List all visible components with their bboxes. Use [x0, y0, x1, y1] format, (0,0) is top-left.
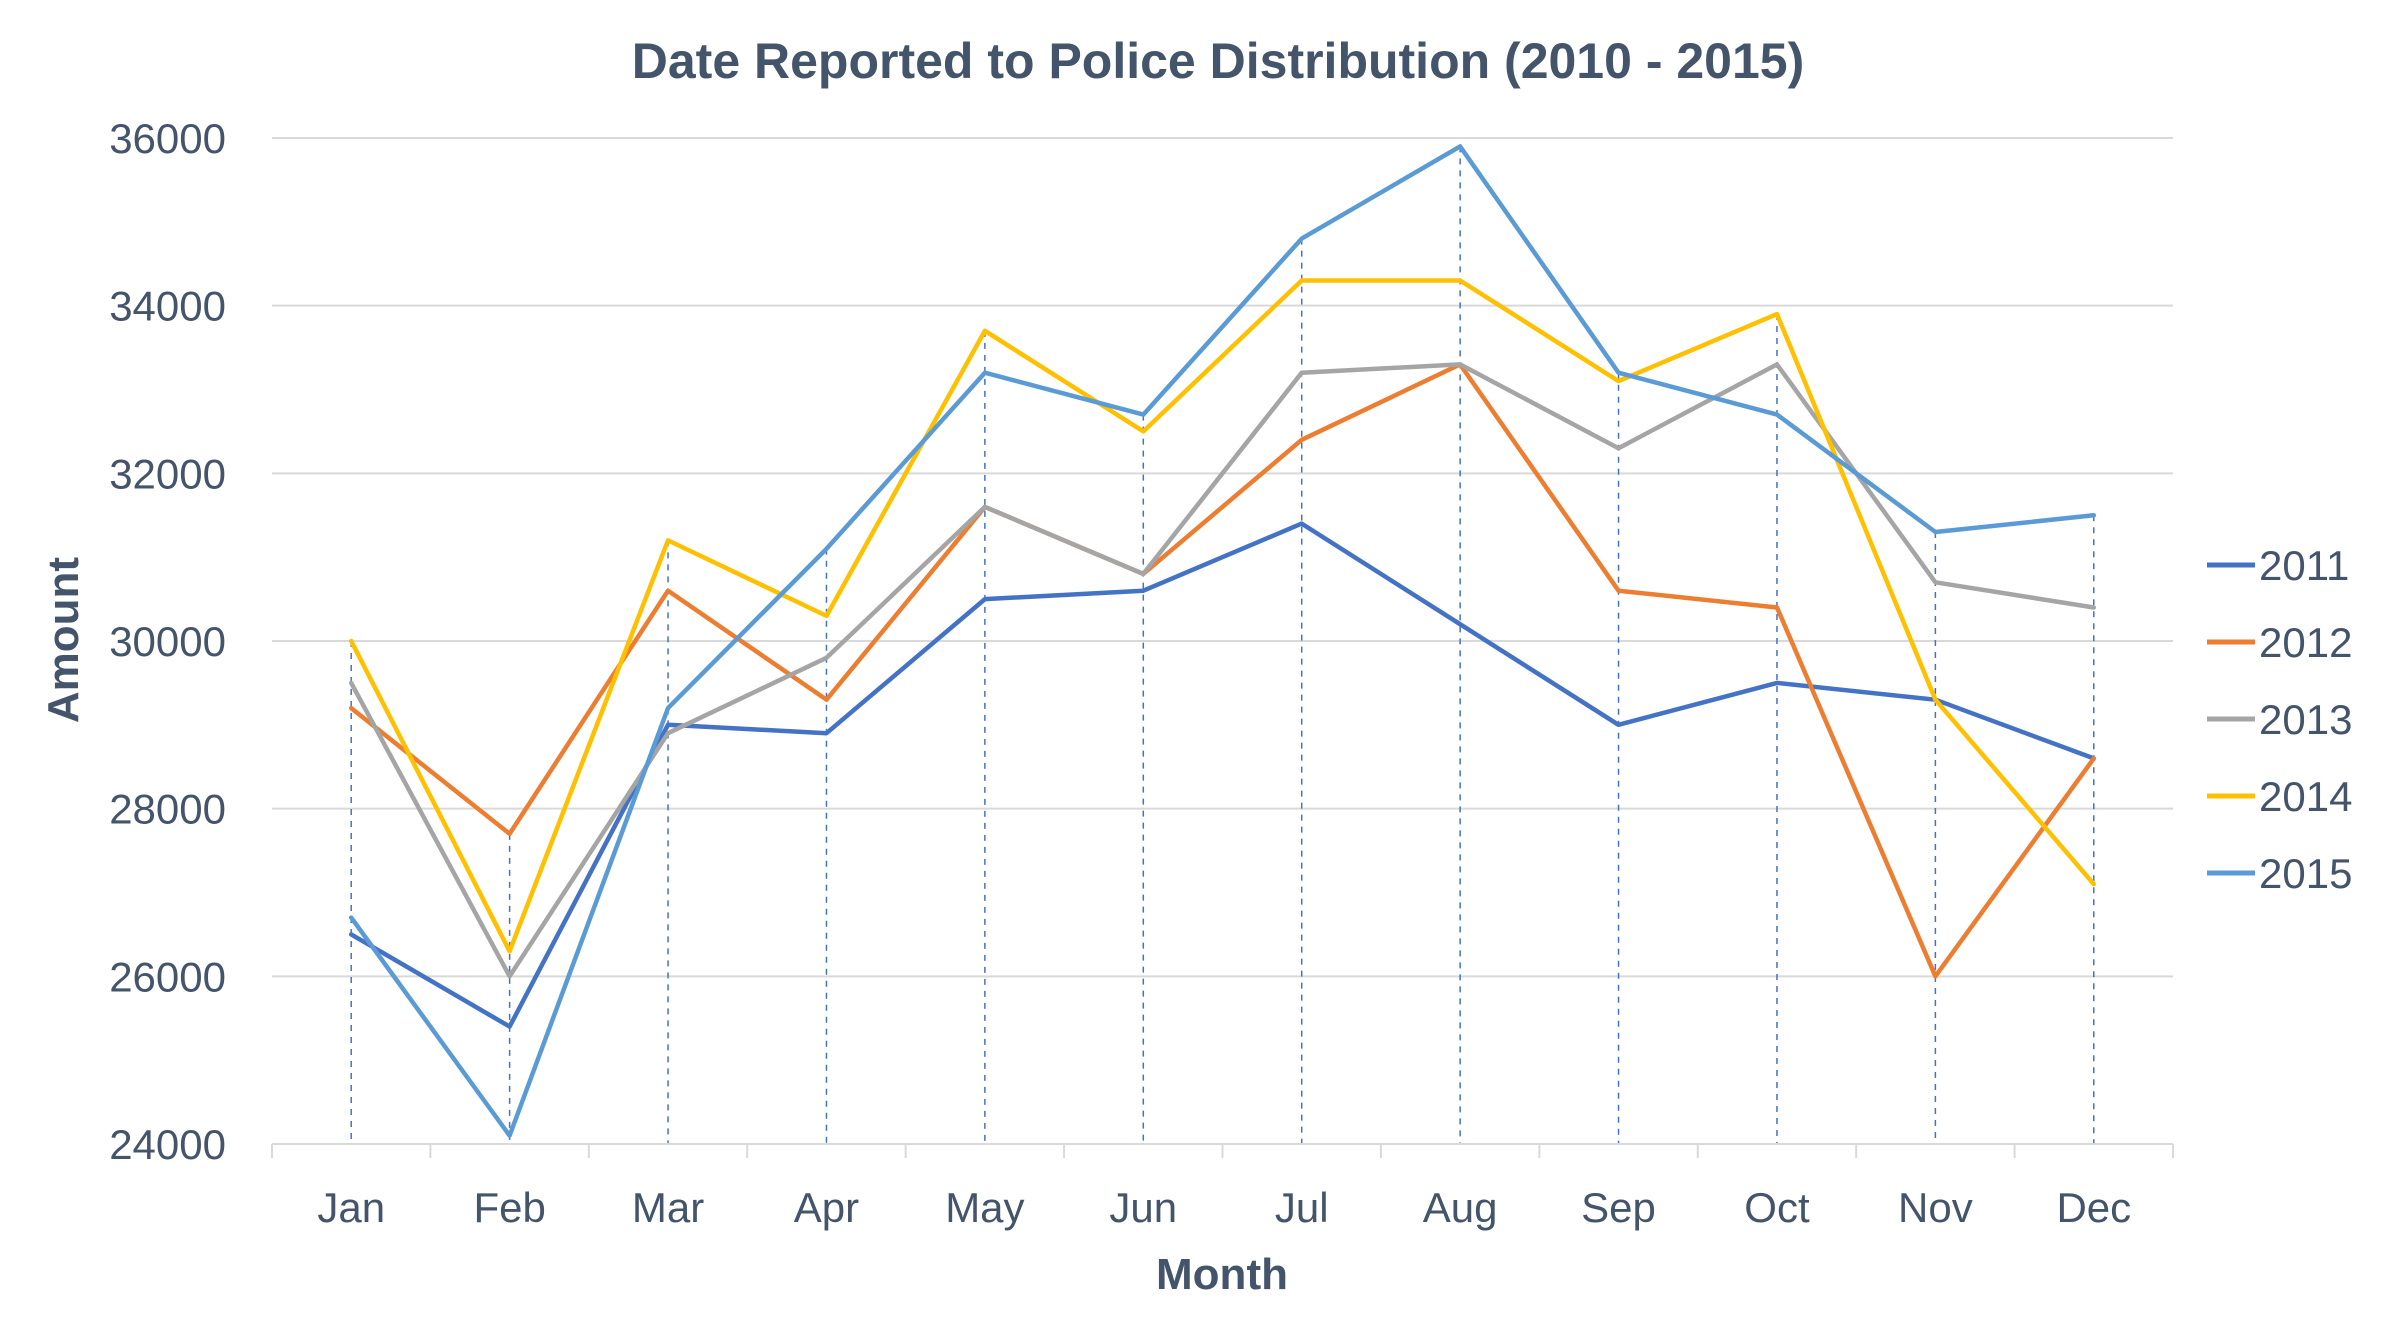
legend-label: 2015: [2259, 850, 2352, 897]
y-axis-tick-labels: 24000 26000 28000 30000 32000 34000 36000: [109, 115, 226, 1168]
chart-title: Date Reported to Police Distribution (20…: [632, 33, 1805, 89]
legend-item-2013: 2013: [2207, 696, 2352, 743]
legend-item-2011: 2011: [2207, 542, 2349, 589]
series-lines: [348, 144, 2097, 1138]
x-tick-label: May: [945, 1184, 1024, 1231]
y-tick-label: 34000: [109, 283, 226, 330]
x-tick-label: Jan: [317, 1184, 385, 1231]
x-axis-title: Month: [1156, 1250, 1288, 1299]
y-tick-label: 24000: [109, 1121, 226, 1168]
legend-label: 2011: [2259, 542, 2349, 589]
x-tick-label: Nov: [1898, 1184, 1973, 1231]
legend-item-2012: 2012: [2207, 619, 2352, 666]
x-tick-label: Oct: [1744, 1184, 1810, 1231]
legend-label: 2014: [2259, 773, 2352, 820]
x-tick-label: Feb: [473, 1184, 545, 1231]
legend-label: 2012: [2259, 619, 2352, 666]
x-tick-label: Jul: [1275, 1184, 1329, 1231]
gridlines: [272, 137, 2173, 1144]
x-axis: [271, 1143, 2174, 1158]
legend: 2011 2012 2013 2014 2015: [2207, 542, 2352, 897]
y-tick-label: 28000: [109, 786, 226, 833]
legend-item-2015: 2015: [2207, 850, 2352, 897]
series-line-2014: [348, 278, 2097, 954]
y-tick-label: 32000: [109, 450, 226, 497]
legend-item-2014: 2014: [2207, 773, 2352, 820]
series-line-2011: [348, 521, 2097, 1029]
y-axis-title: Amount: [39, 557, 88, 724]
y-tick-label: 26000: [109, 953, 226, 1000]
x-tick-label: Apr: [794, 1184, 859, 1231]
y-tick-label: 36000: [109, 115, 226, 162]
x-tick-label: Mar: [632, 1184, 704, 1231]
series-line-2012: [348, 362, 2097, 979]
y-tick-label: 30000: [109, 618, 226, 665]
x-tick-label: Jun: [1109, 1184, 1177, 1231]
x-axis-tick-labels: Jan Feb Mar Apr May Jun Jul Aug Sep Oct Nov Dec: [317, 1184, 2131, 1231]
x-tick-label: Dec: [2056, 1184, 2131, 1231]
x-tick-label: Sep: [1581, 1184, 1656, 1231]
legend-label: 2013: [2259, 696, 2352, 743]
series-line-2015: [348, 144, 2097, 1138]
x-tick-label: Aug: [1423, 1184, 1498, 1231]
